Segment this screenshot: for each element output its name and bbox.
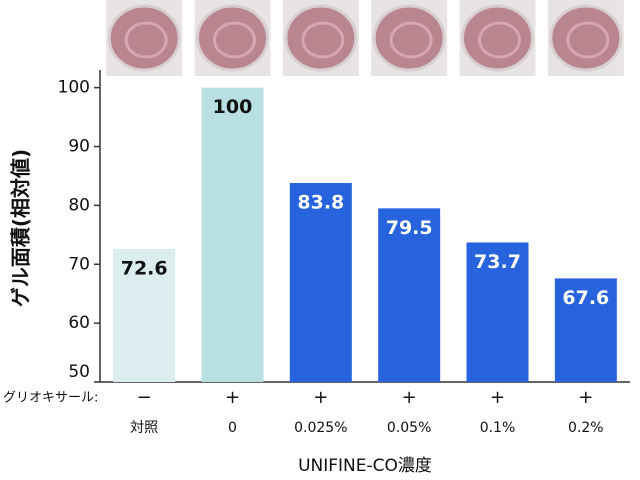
data-label: 100 bbox=[213, 96, 253, 118]
dish-gel bbox=[124, 21, 168, 59]
x-tick-label: 対照 bbox=[130, 420, 158, 436]
dish-gel bbox=[566, 21, 610, 59]
row-label: グリオキサール: bbox=[3, 391, 98, 406]
data-label: 67.6 bbox=[562, 287, 609, 309]
dish bbox=[107, 4, 181, 72]
dish-gel bbox=[478, 21, 521, 59]
x-tick-label: 0.1% bbox=[480, 420, 516, 436]
row-value: + bbox=[578, 387, 593, 408]
bar bbox=[289, 183, 352, 382]
y-tick-label: 80 bbox=[68, 195, 90, 215]
y-tick-label: 100 bbox=[58, 78, 90, 98]
dish bbox=[461, 4, 534, 72]
dish bbox=[284, 4, 358, 72]
bar bbox=[378, 208, 441, 382]
x-tick-label: 0.025% bbox=[294, 420, 347, 436]
y-tick-label: 60 bbox=[68, 313, 90, 333]
y-tick-label: 50 bbox=[68, 362, 90, 382]
data-label: 73.7 bbox=[474, 251, 521, 273]
bar bbox=[466, 242, 529, 382]
x-tick-label: 0.05% bbox=[387, 420, 431, 436]
dish-gel bbox=[301, 21, 345, 59]
data-label: 79.5 bbox=[386, 217, 433, 239]
row-value: + bbox=[225, 387, 240, 408]
row-value: + bbox=[313, 387, 328, 408]
dish-gel bbox=[213, 21, 256, 59]
dish-gel bbox=[389, 21, 433, 59]
dish bbox=[196, 4, 269, 72]
dish bbox=[372, 4, 446, 72]
dish bbox=[549, 4, 623, 72]
x-tick-label: 0.2% bbox=[568, 420, 604, 436]
bar bbox=[201, 87, 264, 383]
y-tick-label: 90 bbox=[68, 137, 90, 157]
y-tick-label: 70 bbox=[68, 254, 90, 274]
x-tick-label: 0 bbox=[228, 420, 237, 436]
row-value: + bbox=[402, 387, 417, 408]
row-value: + bbox=[490, 387, 505, 408]
bar bbox=[554, 278, 617, 382]
row-value: − bbox=[137, 387, 152, 408]
data-label: 72.6 bbox=[121, 257, 168, 279]
data-label: 83.8 bbox=[297, 192, 344, 214]
bar bbox=[113, 248, 176, 382]
y-axis-title: ゲル面積(相対値) bbox=[9, 149, 33, 307]
x-axis-title: UNIFINE-CO濃度 bbox=[298, 456, 432, 476]
